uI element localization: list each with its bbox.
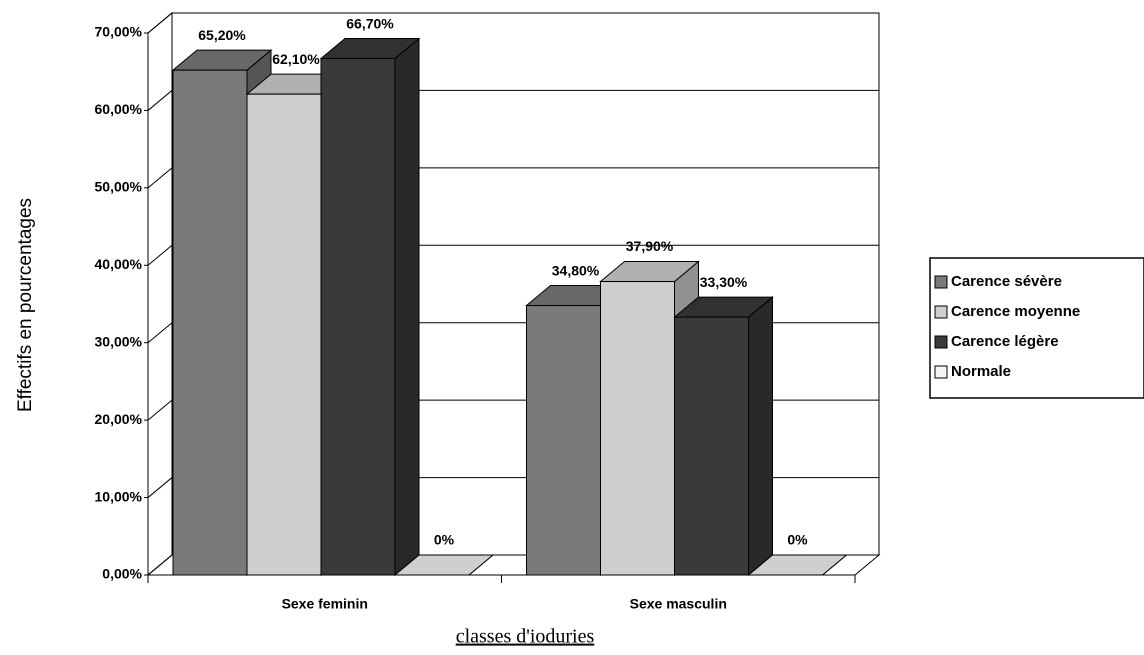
legend-swatch bbox=[934, 365, 948, 379]
grid-line-side bbox=[147, 399, 173, 421]
y-tick-label: 70,00% bbox=[95, 24, 143, 40]
legend-label: Carence moyenne bbox=[951, 303, 1080, 320]
grid-line-side bbox=[147, 554, 173, 576]
grid-line-side bbox=[147, 244, 173, 266]
grid-line-side bbox=[147, 12, 173, 34]
legend-swatch bbox=[934, 305, 948, 319]
bar-top bbox=[747, 554, 848, 576]
y-axis-title: Effectifs en pourcentages bbox=[15, 198, 36, 412]
y-tick-label: 10,00% bbox=[95, 488, 143, 504]
y-tick-label: 30,00% bbox=[95, 333, 143, 349]
bar bbox=[674, 316, 749, 576]
bar-top bbox=[393, 554, 495, 576]
y-tick-label: 20,00% bbox=[95, 411, 143, 427]
bar bbox=[246, 93, 322, 576]
grid-line-side bbox=[147, 477, 173, 498]
grid-line-side bbox=[147, 167, 173, 189]
value-label: 33,30% bbox=[700, 274, 748, 290]
y-tick-label: 0,00% bbox=[102, 566, 142, 582]
legend-label: Carence sévère bbox=[951, 273, 1062, 290]
x-axis-title: classes d'ioduries bbox=[456, 626, 595, 648]
legend-swatch bbox=[934, 335, 948, 349]
value-label: 37,90% bbox=[626, 238, 674, 254]
legend-label: Normale bbox=[951, 363, 1011, 380]
value-label: 34,80% bbox=[552, 262, 600, 278]
x-tick-label: Sexe masculin bbox=[630, 596, 727, 612]
bar bbox=[320, 58, 396, 576]
bar-side bbox=[394, 37, 420, 577]
value-label: 0% bbox=[434, 532, 455, 548]
bar bbox=[172, 69, 248, 576]
value-label: 66,70% bbox=[346, 15, 394, 31]
value-label: 62,10% bbox=[272, 51, 320, 67]
legend-label: Carence légère bbox=[951, 333, 1059, 350]
value-label: 0% bbox=[787, 532, 808, 548]
y-tick-label: 60,00% bbox=[95, 101, 143, 117]
legend-box bbox=[929, 257, 1144, 399]
bar bbox=[526, 305, 601, 576]
bar bbox=[600, 281, 675, 576]
y-tick-label: 40,00% bbox=[95, 256, 143, 272]
side-wall bbox=[147, 11, 173, 577]
value-label: 65,20% bbox=[198, 27, 246, 43]
y-tick-label: 50,00% bbox=[95, 179, 143, 195]
grid-line-side bbox=[147, 322, 173, 344]
legend-swatch bbox=[934, 275, 948, 289]
bar-side bbox=[748, 296, 773, 577]
grid-line-side bbox=[147, 90, 173, 111]
x-tick-label: Sexe feminin bbox=[282, 596, 368, 612]
